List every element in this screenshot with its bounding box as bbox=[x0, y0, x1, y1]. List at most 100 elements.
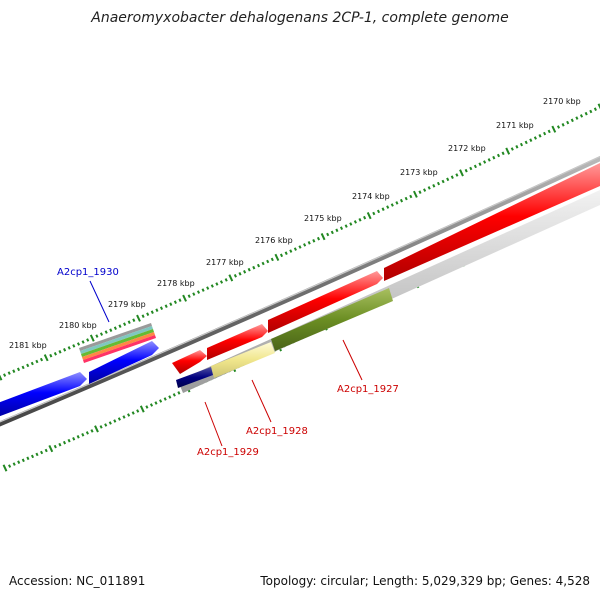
outer-ring-minor-tick bbox=[104, 330, 108, 334]
outer-ring-minor-tick bbox=[307, 241, 311, 245]
outer-ring-minor-tick bbox=[589, 109, 593, 114]
outer-ring-minor-tick bbox=[16, 367, 21, 372]
gene-label-a2cp1-1927[interactable]: A2cp1_1927 bbox=[337, 384, 399, 395]
outer-ring-minor-tick bbox=[95, 334, 99, 338]
outer-ring-minor-tick bbox=[390, 203, 394, 207]
outer-ring-minor-tick bbox=[501, 151, 505, 156]
outer-ring-minor-tick bbox=[316, 236, 321, 241]
outer-ring-minor-tick bbox=[326, 232, 330, 237]
forward-cds-red-1928[interactable] bbox=[207, 324, 268, 360]
outer-ring-minor-tick bbox=[349, 222, 353, 226]
outer-ring-minor-tick bbox=[330, 230, 334, 235]
outer-ring-minor-tick bbox=[238, 272, 242, 276]
outer-ring-minor-tick bbox=[293, 247, 297, 251]
inner-ring-minor-tick bbox=[168, 395, 172, 399]
outer-ring-minor-tick bbox=[579, 114, 584, 118]
outer-ring-minor-tick bbox=[575, 116, 579, 120]
inner-ring-minor-tick bbox=[30, 454, 35, 459]
outer-ring-minor-tick bbox=[593, 107, 597, 111]
outer-ring-minor-tick bbox=[556, 125, 561, 129]
outer-ring-minor-tick bbox=[270, 257, 274, 262]
forward-cds-red-next[interactable] bbox=[384, 163, 600, 281]
inner-ring-minor-tick bbox=[172, 393, 176, 397]
inner-ring-minor-tick bbox=[145, 405, 149, 409]
outer-ring-minor-tick bbox=[432, 184, 436, 188]
outer-ring-minor-tick bbox=[53, 352, 57, 356]
outer-ring-minor-tick bbox=[492, 155, 496, 160]
inner-ring-minor-tick bbox=[85, 431, 89, 435]
outer-ring-minor-tick bbox=[376, 209, 381, 214]
outer-ring-minor-tick bbox=[399, 198, 404, 203]
forward-cds-red-1929[interactable] bbox=[172, 350, 207, 374]
inner-ring-major-tick bbox=[139, 405, 145, 413]
kbp-label-2180: 2180 kbp bbox=[59, 321, 97, 330]
outer-ring-minor-tick bbox=[450, 175, 454, 179]
feature-olive-1927[interactable] bbox=[271, 288, 393, 351]
outer-ring-minor-tick bbox=[478, 162, 482, 166]
outer-ring-minor-tick bbox=[335, 228, 339, 233]
kbp-label-2176: 2176 kbp bbox=[255, 236, 293, 245]
outer-ring-major-tick bbox=[274, 253, 280, 261]
outer-ring-minor-tick bbox=[81, 340, 85, 344]
outer-ring-major-tick bbox=[89, 334, 95, 342]
outer-ring-minor-tick bbox=[178, 298, 182, 302]
outer-ring-minor-tick bbox=[233, 274, 237, 278]
outer-ring-minor-tick bbox=[12, 369, 16, 373]
inner-ring-minor-tick bbox=[72, 437, 76, 441]
outer-ring-major-tick bbox=[597, 103, 600, 111]
outer-ring-minor-tick bbox=[141, 314, 145, 318]
forward-cds-red-1927[interactable] bbox=[268, 271, 383, 333]
outer-ring-minor-tick bbox=[284, 251, 288, 255]
inner-ring-minor-tick bbox=[12, 462, 16, 466]
inner-ring-minor-tick bbox=[104, 423, 108, 427]
outer-tick-ring bbox=[0, 103, 600, 381]
inner-ring-minor-tick bbox=[35, 452, 39, 457]
reverse-cds-blue-1[interactable] bbox=[0, 372, 87, 418]
kbp-label-2172: 2172 kbp bbox=[448, 144, 486, 153]
inner-ring-major-tick bbox=[2, 464, 8, 472]
callout-line-1928 bbox=[251, 379, 272, 423]
kbp-label-2171: 2171 kbp bbox=[496, 121, 534, 130]
outer-ring-minor-tick bbox=[524, 140, 528, 145]
outer-ring-minor-tick bbox=[99, 332, 104, 336]
inner-ring-minor-tick bbox=[76, 435, 80, 439]
inner-ring-major-tick bbox=[94, 425, 99, 433]
gene-label-a2cp1-1928[interactable]: A2cp1_1928 bbox=[246, 426, 308, 437]
outer-ring-minor-tick bbox=[109, 328, 113, 332]
inner-ring-minor-tick bbox=[108, 421, 112, 425]
outer-ring-minor-tick bbox=[30, 361, 34, 366]
outer-ring-minor-tick bbox=[372, 211, 376, 216]
outer-ring-minor-tick bbox=[187, 294, 191, 298]
inner-ring-minor-tick bbox=[131, 411, 135, 415]
gene-label-a2cp1-1930[interactable]: A2cp1_1930 bbox=[57, 267, 119, 278]
outer-ring-minor-tick bbox=[473, 164, 477, 169]
feature-stack-a2cp1-1930[interactable] bbox=[79, 323, 156, 363]
outer-ring-major-tick bbox=[228, 274, 234, 282]
outer-ring-major-tick bbox=[413, 190, 418, 198]
outer-ring-minor-tick bbox=[561, 123, 565, 127]
reverse-cds-blue-2[interactable] bbox=[89, 341, 159, 384]
inner-ring-major-tick bbox=[48, 445, 54, 453]
callout-line-1930 bbox=[89, 280, 110, 323]
outer-ring-minor-tick bbox=[256, 263, 261, 268]
inner-ring-minor-tick bbox=[40, 450, 44, 455]
outer-ring-minor-tick bbox=[469, 166, 473, 171]
outer-ring-minor-tick bbox=[247, 267, 251, 272]
outer-ring-minor-tick bbox=[58, 350, 62, 354]
feature-khaki-1928[interactable] bbox=[211, 342, 275, 378]
outer-ring-minor-tick bbox=[192, 292, 196, 296]
outer-ring-minor-tick bbox=[243, 270, 247, 274]
gene-label-a2cp1-1929[interactable]: A2cp1_1929 bbox=[197, 447, 259, 458]
outer-ring-minor-tick bbox=[566, 120, 570, 125]
inner-ring-minor-tick bbox=[8, 464, 12, 468]
kbp-labels: 2170 kbp 2171 kbp 2172 kbp 2173 kbp 2174… bbox=[9, 97, 581, 350]
map-title: Anaeromyxobacter dehalogenans 2CP-1, com… bbox=[91, 10, 509, 26]
outer-ring-minor-tick bbox=[404, 196, 408, 201]
outer-ring-minor-tick bbox=[215, 282, 219, 286]
outer-ring-minor-tick bbox=[298, 245, 302, 249]
outer-ring-major-tick bbox=[43, 354, 49, 362]
outer-ring-minor-tick bbox=[219, 280, 224, 284]
feature-navy-1929[interactable] bbox=[176, 367, 213, 388]
outer-ring-major-tick bbox=[136, 314, 141, 322]
